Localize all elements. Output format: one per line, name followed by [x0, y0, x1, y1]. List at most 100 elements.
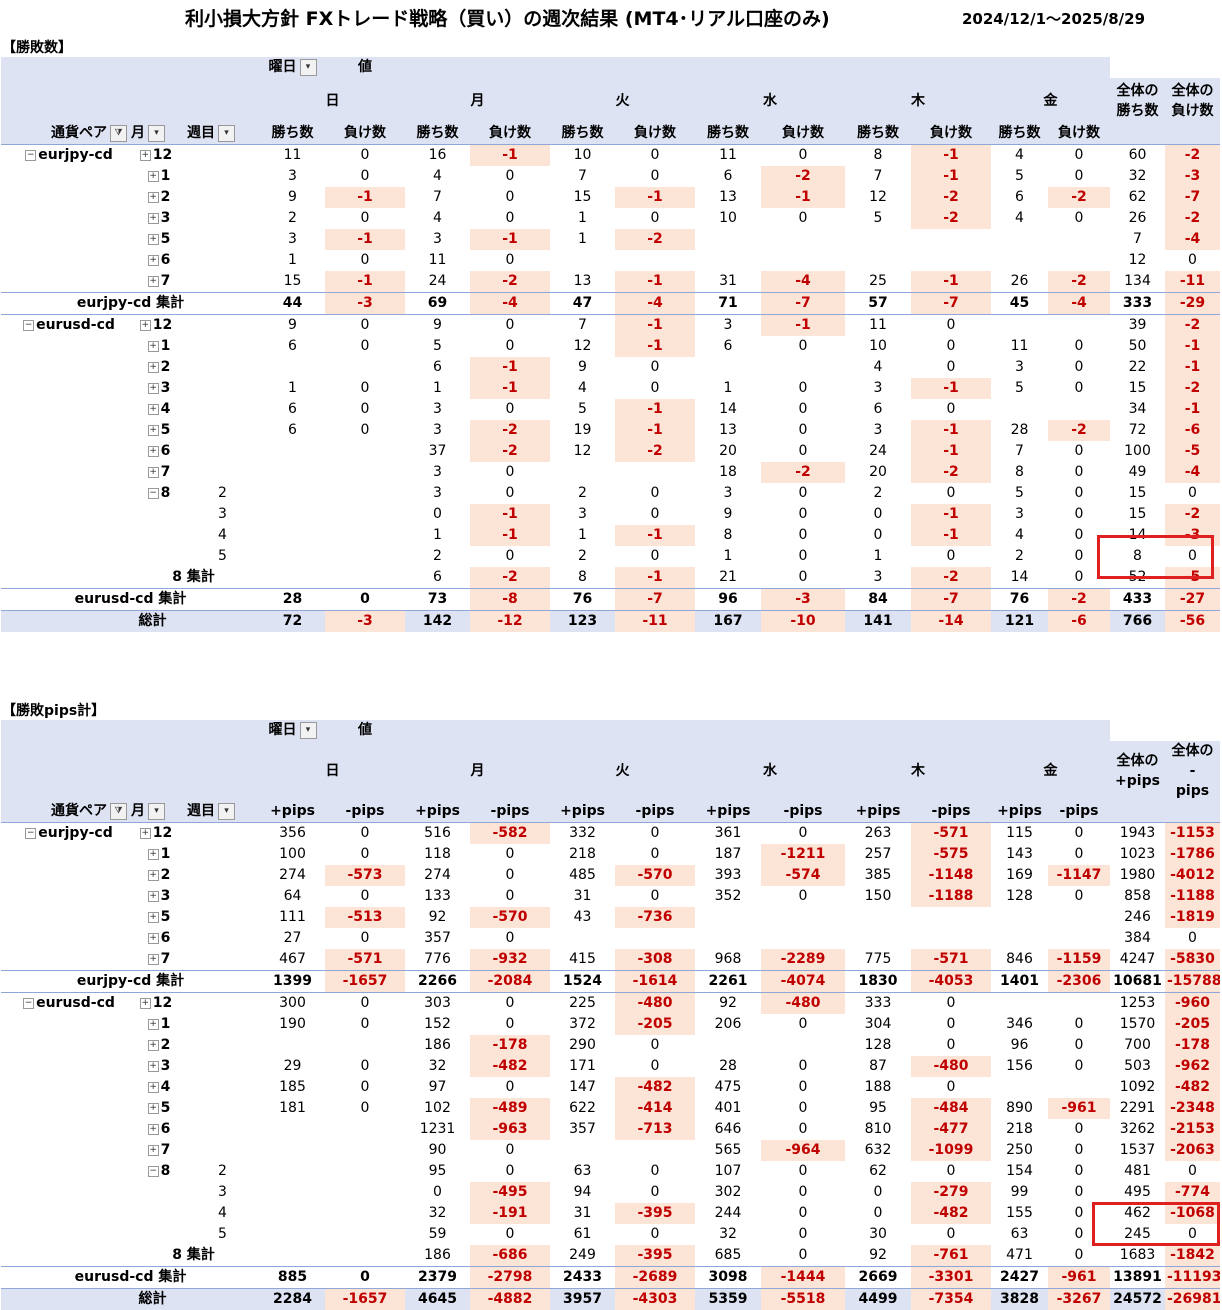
pair-cell[interactable]: −eurjpy-cd [1, 823, 129, 845]
expand-icon[interactable]: + [148, 276, 159, 287]
value-cell [550, 928, 615, 949]
value-cell: 3 [695, 315, 761, 337]
expand-icon[interactable]: + [148, 425, 159, 436]
pair-filter[interactable]: 通貨ペア⧩ [1, 801, 129, 823]
expand-icon[interactable]: + [140, 320, 151, 331]
month-cell[interactable]: +2 [129, 187, 185, 208]
month-cell[interactable]: +2 [129, 865, 185, 886]
month-cell[interactable]: +3 [129, 1056, 185, 1077]
dropdown-icon[interactable]: ▾ [300, 722, 317, 739]
expand-icon[interactable]: + [148, 870, 159, 881]
month-cell[interactable]: +7 [129, 1140, 185, 1161]
expand-icon[interactable]: + [148, 1124, 159, 1135]
dropdown-icon[interactable]: ▾ [300, 59, 317, 76]
expand-icon[interactable]: + [148, 234, 159, 245]
month-cell[interactable]: +3 [129, 886, 185, 907]
month-cell[interactable]: +6 [129, 928, 185, 949]
pair-filter[interactable]: 通貨ペア⧩ [1, 123, 129, 145]
collapse-icon[interactable]: − [23, 998, 34, 1009]
month-cell[interactable]: +5 [129, 229, 185, 250]
expand-icon[interactable]: + [148, 446, 159, 457]
expand-icon[interactable]: + [148, 933, 159, 944]
value-cell: -1147 [1048, 865, 1110, 886]
expand-icon[interactable]: + [148, 1082, 159, 1093]
weekday-filter[interactable]: 曜日▾ [260, 57, 325, 78]
month-cell[interactable]: +12 [129, 315, 185, 337]
month-cell[interactable]: +5 [129, 420, 185, 441]
month-cell[interactable]: +4 [129, 399, 185, 420]
pair-cell[interactable]: −eurjpy-cd [1, 145, 129, 167]
month-cell[interactable]: +5 [129, 1098, 185, 1119]
expand-icon[interactable]: + [148, 213, 159, 224]
month-cell[interactable]: +1 [129, 1014, 185, 1035]
collapse-icon[interactable]: − [25, 828, 36, 839]
month-cell[interactable]: +7 [129, 271, 185, 293]
expand-icon[interactable]: + [148, 954, 159, 965]
month-cell[interactable]: +4 [129, 1077, 185, 1098]
expand-icon[interactable]: + [148, 1103, 159, 1114]
expand-icon[interactable]: + [148, 849, 159, 860]
month-cell[interactable]: +3 [129, 378, 185, 399]
month-cell[interactable]: −8 [129, 1161, 185, 1182]
expand-icon[interactable]: + [148, 1061, 159, 1072]
expand-icon[interactable]: + [148, 362, 159, 373]
month-filter[interactable]: 月▾ [129, 123, 185, 145]
month-cell[interactable]: +6 [129, 441, 185, 462]
expand-icon[interactable]: + [140, 150, 151, 161]
collapse-icon[interactable]: − [148, 1166, 159, 1177]
expand-icon[interactable]: + [148, 171, 159, 182]
expand-icon[interactable]: + [148, 1145, 159, 1156]
month-cell[interactable]: −8 [129, 483, 185, 504]
expand-icon[interactable]: + [148, 912, 159, 923]
expand-icon[interactable]: + [148, 341, 159, 352]
expand-icon[interactable]: + [148, 1019, 159, 1030]
filter-icon[interactable]: ⧩ [110, 803, 127, 820]
pair-cell[interactable]: −eurusd-cd [1, 993, 129, 1015]
filter-icon[interactable]: ⧩ [110, 125, 127, 142]
value-cell: -1153 [1165, 823, 1220, 845]
month-cell[interactable]: +3 [129, 208, 185, 229]
dropdown-icon[interactable]: ▾ [218, 125, 235, 142]
collapse-icon[interactable]: − [25, 150, 36, 161]
month-cell[interactable]: +5 [129, 907, 185, 928]
week-filter[interactable]: 週目▾ [185, 123, 260, 145]
expand-icon[interactable]: + [148, 891, 159, 902]
month-cell[interactable]: +12 [129, 145, 185, 167]
collapse-icon[interactable]: − [23, 320, 34, 331]
month-cell[interactable]: +2 [129, 1035, 185, 1056]
month-cell[interactable]: +1 [129, 166, 185, 187]
dropdown-icon[interactable]: ▾ [148, 125, 165, 142]
week-cell: 4 [185, 1203, 260, 1224]
month-cell[interactable]: +7 [129, 462, 185, 483]
month-cell[interactable]: +1 [129, 844, 185, 865]
month-cell[interactable]: +7 [129, 949, 185, 971]
value-cell: -7 [911, 293, 991, 315]
dropdown-icon[interactable]: ▾ [218, 803, 235, 820]
expand-icon[interactable]: + [148, 467, 159, 478]
value-cell: -1 [1165, 399, 1220, 420]
month-cell[interactable]: +6 [129, 1119, 185, 1140]
collapse-icon[interactable]: − [148, 488, 159, 499]
expand-icon[interactable]: + [148, 383, 159, 394]
week-cell [185, 145, 260, 167]
expand-icon[interactable]: + [148, 404, 159, 415]
month-cell[interactable]: +2 [129, 357, 185, 378]
pair-cell[interactable]: −eurusd-cd [1, 315, 129, 337]
month-filter[interactable]: 月▾ [129, 801, 185, 823]
value-cell: -414 [615, 1098, 695, 1119]
month-cell[interactable]: +12 [129, 823, 185, 845]
month-cell[interactable]: +6 [129, 250, 185, 271]
expand-icon[interactable]: + [148, 192, 159, 203]
expand-icon[interactable]: + [140, 828, 151, 839]
value-cell: 32 [1110, 166, 1165, 187]
pair-cell [1, 483, 129, 504]
expand-icon[interactable]: + [148, 255, 159, 266]
month-cell[interactable]: +12 [129, 993, 185, 1015]
week-filter[interactable]: 週目▾ [185, 801, 260, 823]
dropdown-icon[interactable]: ▾ [148, 803, 165, 820]
month-cell[interactable]: +1 [129, 336, 185, 357]
weekday-filter[interactable]: 曜日▾ [260, 720, 325, 741]
expand-icon[interactable]: + [148, 1040, 159, 1051]
expand-icon[interactable]: + [140, 998, 151, 1009]
